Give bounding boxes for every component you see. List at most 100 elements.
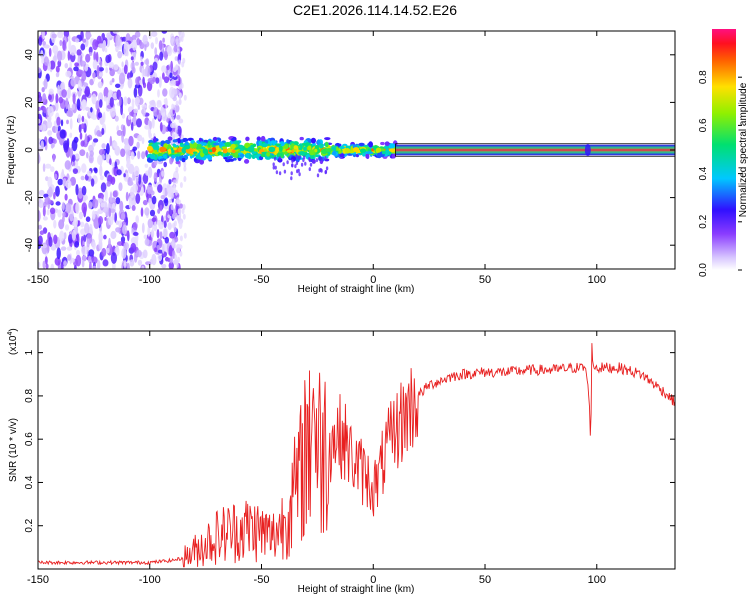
- heatmap-cell: [154, 47, 158, 56]
- heatmap-cell: [178, 98, 182, 105]
- heatmap-cell: [100, 175, 104, 181]
- heatmap-cell: [113, 64, 119, 71]
- heatmap-cell: [159, 158, 167, 161]
- heatmap-cell: [195, 154, 201, 160]
- heatmap-cell: [55, 201, 61, 206]
- heatmap-cell: [57, 178, 64, 186]
- heatmap-cell: [171, 78, 175, 85]
- heatmap-cell: [50, 143, 54, 149]
- heatmap-cell: [81, 246, 88, 256]
- heatmap-cell: [143, 234, 147, 239]
- heatmap-cell: [368, 141, 373, 148]
- heatmap-cell: [123, 173, 126, 178]
- heatmap-cell: [318, 143, 324, 149]
- heatmap-cell: [385, 148, 390, 156]
- heatmap-cell: [139, 42, 145, 50]
- heatmap-cell: [42, 205, 46, 217]
- heatmap-cell: [42, 163, 46, 173]
- heatmap-cell: [48, 236, 53, 247]
- heatmap-cell: [75, 184, 79, 196]
- heatmap-cell: [63, 260, 67, 267]
- x-tick-label: -50: [254, 574, 270, 586]
- heatmap-cell: [74, 241, 80, 248]
- heatmap-cell: [161, 65, 167, 73]
- heatmap-cell: [162, 72, 165, 80]
- snr-multiplier: (x104): [7, 328, 19, 355]
- heatmap-cell: [244, 159, 250, 164]
- heatmap-cell: [92, 265, 97, 269]
- x-tick-label: 0: [370, 574, 376, 586]
- heatmap-cell: [159, 122, 163, 132]
- heatmap-cell: [114, 161, 118, 169]
- heatmap-cell: [76, 249, 80, 256]
- y-tick-label: 20: [24, 96, 35, 108]
- heatmap-cell: [376, 152, 382, 159]
- heatmap-cell: [106, 247, 110, 254]
- heatmap-cell: [162, 186, 165, 198]
- heatmap-cell: [81, 163, 87, 174]
- heatmap-cell: [173, 147, 177, 151]
- heatmap-cell: [91, 93, 97, 105]
- x-tick-label: -150: [27, 274, 49, 286]
- heatmap-cell: [118, 72, 126, 85]
- heatmap-cell: [50, 263, 55, 269]
- heatmap-cell: [170, 38, 174, 44]
- y-tick-label: 0.8: [24, 389, 35, 403]
- heatmap-cell: [174, 254, 178, 261]
- heatmap-cell: [89, 150, 94, 157]
- heatmap-cell: [71, 229, 76, 241]
- x-tick-label: -100: [139, 574, 161, 586]
- heatmap-cell: [111, 78, 115, 83]
- heatmap-cell: [61, 201, 65, 211]
- heatmap-cell: [97, 208, 102, 214]
- heatmap-cell: [171, 88, 175, 95]
- heatmap-cell: [286, 139, 290, 144]
- heatmap-cell: [175, 177, 179, 184]
- heatmap-cell: [102, 111, 106, 123]
- heatmap-cell: [584, 144, 591, 156]
- heatmap-cell: [97, 216, 104, 225]
- heatmap-cell: [283, 144, 289, 150]
- heatmap-cell: [57, 60, 62, 68]
- heatmap-cell: [146, 184, 153, 195]
- heatmap-cell: [224, 153, 230, 157]
- heatmap-cell: [77, 187, 84, 199]
- heatmap-cell: [103, 96, 108, 102]
- heatmap-cell: [174, 128, 178, 135]
- heatmap-cell: [142, 34, 148, 45]
- x-tick-label: 50: [479, 574, 491, 586]
- heatmap-cell: [181, 31, 185, 38]
- heatmap-cell: [275, 147, 280, 152]
- heatmap-cell: [76, 49, 82, 56]
- heatmap-cell: [174, 153, 181, 157]
- heatmap-cell: [89, 223, 93, 236]
- heatmap-cell: [142, 199, 148, 206]
- snr-ylabel: SNR (10 * v/v): [8, 418, 19, 482]
- heatmap-cell: [123, 242, 129, 250]
- heatmap-cell: [174, 189, 178, 196]
- heatmap-cell: [123, 64, 128, 75]
- heatmap-cell: [155, 77, 160, 84]
- heatmap-cell: [130, 121, 134, 131]
- heatmap-cell: [60, 246, 67, 251]
- heatmap-cell: [172, 139, 178, 143]
- heatmap-cell: [159, 51, 164, 61]
- heatmap-cell: [295, 154, 298, 158]
- heatmap-cell: [282, 162, 285, 167]
- heatmap-cell: [169, 72, 173, 79]
- heatmap-cell: [212, 136, 218, 141]
- x-tick-label: 50: [479, 274, 491, 286]
- heatmap-cell: [164, 236, 169, 244]
- heatmap-cell: [98, 72, 104, 77]
- heatmap-cell: [208, 149, 213, 153]
- heatmap-cell: [120, 212, 126, 221]
- heatmap-cell: [148, 197, 152, 206]
- heatmap-cell: [53, 138, 57, 144]
- heatmap-cell: [93, 138, 99, 143]
- heatmap-cell: [55, 65, 60, 73]
- heatmap-cell: [57, 209, 62, 218]
- heatmap-cell: [224, 142, 232, 147]
- heatmap-cell: [274, 143, 282, 147]
- heatmap-cell: [298, 155, 301, 160]
- heatmap-cell: [79, 149, 86, 157]
